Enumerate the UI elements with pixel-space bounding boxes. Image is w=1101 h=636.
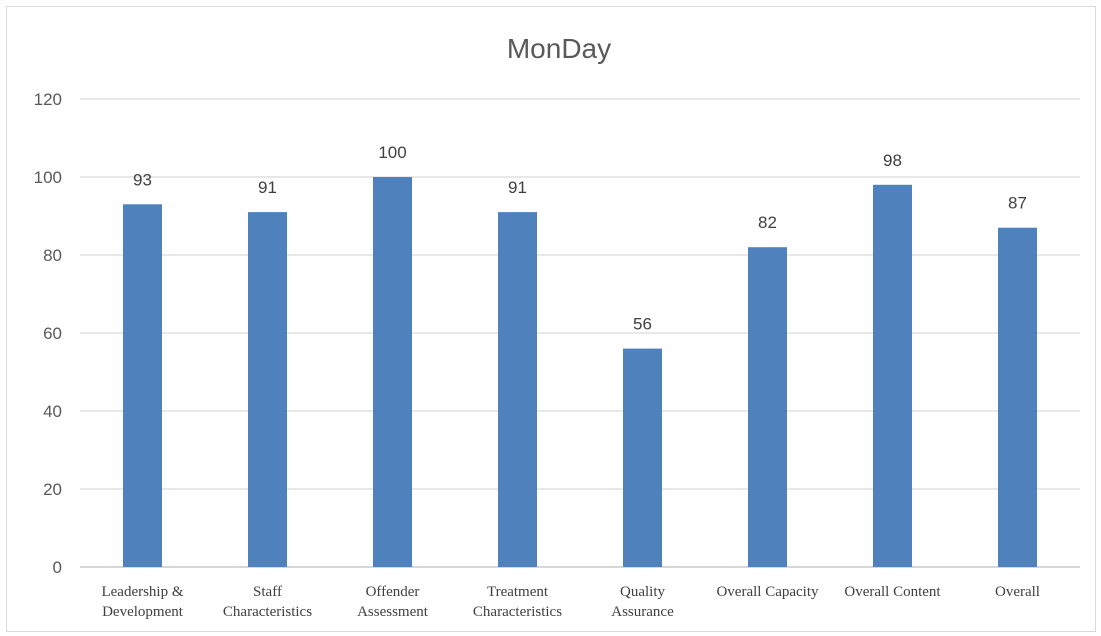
chart-frame [6,6,1096,632]
y-tick-label: 100 [34,168,62,187]
chart-title: MonDay [507,33,611,64]
data-label: 93 [133,170,152,189]
bar [373,177,412,567]
y-tick-label: 80 [43,246,62,265]
x-tick-label: Staff Characteristics [223,584,312,620]
x-tick-label: Overall [995,584,1040,600]
y-tick-label: 0 [53,558,62,577]
data-label: 87 [1008,194,1027,213]
y-tick-label: 120 [34,90,62,109]
y-tick-label: 60 [43,324,62,343]
x-tick-label: Leadership & Development [101,584,183,620]
data-label: 98 [883,151,902,170]
data-label: 56 [633,315,652,334]
bar [248,212,287,567]
x-tick-label: Overall Content [844,584,941,600]
bar [873,184,912,568]
data-label: 100 [378,143,406,162]
gridlines [80,98,1080,568]
y-axis-ticks: 0 20 40 60 80 100 120 [34,90,62,577]
data-label: 91 [508,178,527,197]
bar [748,247,787,567]
x-tick-label: Overall Capacity [716,584,819,600]
bars [123,177,1037,568]
x-tick-label: Offender Assessment [357,584,429,620]
data-label: 82 [758,213,777,232]
y-tick-label: 40 [43,402,62,421]
y-tick-label: 20 [43,480,62,499]
bar [498,212,537,567]
x-axis-ticks: Leadership & Development Staff Characterist… [101,584,1040,620]
bar [623,348,662,567]
bar [123,204,162,568]
x-tick-label: Quality Assurance [611,584,674,620]
data-labels: 93 91 100 91 56 82 98 87 [133,143,1027,334]
bar [998,227,1037,567]
data-label: 91 [258,178,277,197]
x-tick-label: Treatment Characteristics [473,584,562,620]
